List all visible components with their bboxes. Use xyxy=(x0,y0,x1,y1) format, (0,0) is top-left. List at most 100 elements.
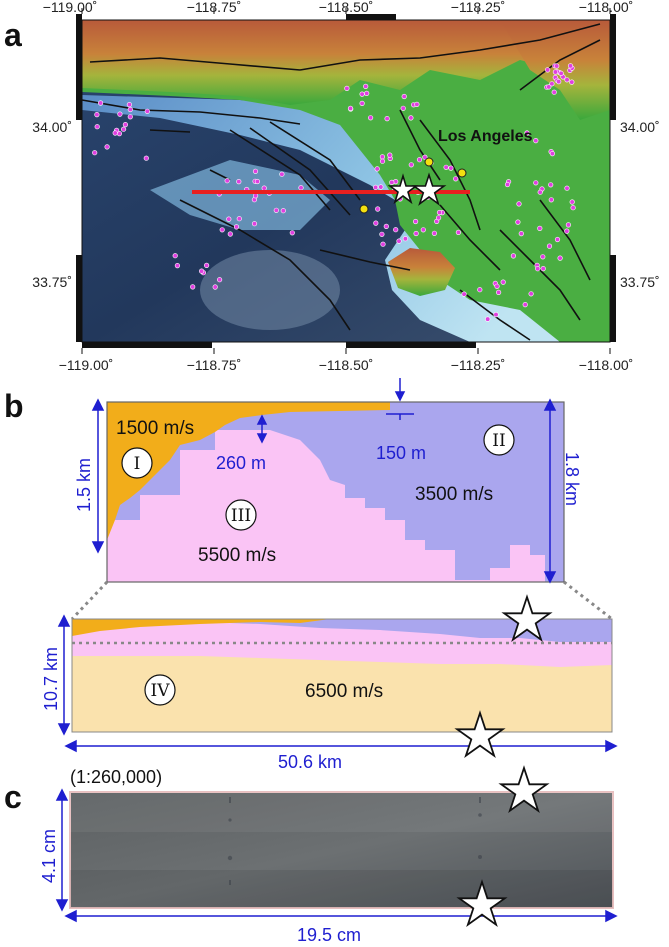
station-marker xyxy=(380,241,386,247)
tick-label: −118.75˚ xyxy=(187,0,242,15)
panel-b-letter: b xyxy=(4,388,24,424)
station-marker xyxy=(477,287,483,293)
station-marker xyxy=(401,93,407,100)
tick-label: 34.00˚ xyxy=(32,119,72,135)
station-marker xyxy=(364,90,370,96)
station-marker xyxy=(422,154,428,160)
palos-verdes-hills xyxy=(388,248,455,296)
layer-III-region xyxy=(107,430,545,582)
station-marker xyxy=(289,230,295,236)
station-marker xyxy=(533,138,539,144)
station-marker xyxy=(373,184,379,190)
tick-label: −119.00˚ xyxy=(59,357,114,373)
layer-I-marker: I xyxy=(121,447,153,479)
map-area: Los Angeles xyxy=(81,20,610,342)
station-marker xyxy=(408,115,414,121)
station-marker xyxy=(379,158,386,164)
station-marker xyxy=(431,230,438,236)
epicenter-marker xyxy=(359,204,369,214)
epicenter-marker xyxy=(457,168,467,178)
velocity-label: 1500 m/s xyxy=(116,418,194,439)
station-marker xyxy=(564,77,570,83)
right-tick-labels: 34.00˚ 33.75˚ xyxy=(620,119,660,290)
land xyxy=(82,20,610,342)
city-label: Los Angeles xyxy=(438,128,533,145)
station-marker xyxy=(212,284,218,290)
station-marker xyxy=(461,291,467,297)
tick-label: −118.00˚ xyxy=(579,0,634,15)
full-model-frame xyxy=(71,618,613,733)
station-marker xyxy=(510,253,517,259)
station-marker xyxy=(383,223,389,229)
station-marker xyxy=(548,197,554,203)
station-marker xyxy=(551,89,557,95)
station-marker xyxy=(570,205,576,211)
station-marker xyxy=(546,243,553,249)
station-marker xyxy=(273,207,279,213)
right-depth-label: 1.8 km xyxy=(562,452,582,506)
station-marker xyxy=(564,185,570,191)
station-marker xyxy=(224,178,230,184)
layer-number: III xyxy=(231,506,251,526)
layer-IV-marker: IV xyxy=(144,674,176,706)
station-marker xyxy=(453,176,459,182)
dimension-arrows-b xyxy=(57,378,618,753)
slab-surface xyxy=(69,791,614,909)
station-marker xyxy=(122,121,128,128)
station-marker xyxy=(565,222,572,228)
station-marker xyxy=(363,83,369,89)
station-marker xyxy=(408,162,414,168)
station-marker xyxy=(515,219,521,225)
station-marker xyxy=(144,108,150,114)
station-marker xyxy=(493,312,499,318)
width-label: 50.6 km xyxy=(278,752,342,772)
station-marker xyxy=(556,78,562,85)
station-marker xyxy=(127,114,133,120)
station-marker xyxy=(104,144,110,150)
fault-lines xyxy=(81,23,601,341)
tick-label: 34.00˚ xyxy=(620,119,660,135)
station-marker xyxy=(359,100,365,106)
station-marker xyxy=(92,150,98,156)
station-marker xyxy=(261,185,267,191)
layer-number: IV xyxy=(151,681,171,701)
station-marker xyxy=(420,227,426,233)
station-marker xyxy=(557,255,563,261)
station-marker xyxy=(233,224,240,230)
star-icon xyxy=(456,879,508,928)
star-icon xyxy=(454,710,506,759)
panel-c-letter: c xyxy=(4,779,22,815)
station-marker xyxy=(236,179,242,185)
layer-I-band xyxy=(72,619,330,636)
station-marker xyxy=(516,201,522,207)
station-marker xyxy=(544,67,551,73)
full-depth-label: 10.7 km xyxy=(41,647,61,711)
station-marker xyxy=(378,184,384,190)
velocity-label: 3500 m/s xyxy=(415,484,493,505)
thickness-label: 260 m xyxy=(216,453,266,473)
station-marker xyxy=(402,236,409,242)
tick-label: 33.75˚ xyxy=(32,274,72,290)
star-icon xyxy=(501,594,553,643)
station-marker xyxy=(172,253,178,259)
station-marker xyxy=(540,254,546,260)
sensor-markings xyxy=(227,797,482,885)
station-marker xyxy=(485,316,491,322)
layer-number: I xyxy=(134,454,141,474)
station-marker xyxy=(448,165,454,171)
granite-slab xyxy=(69,791,614,909)
station-marker xyxy=(414,101,420,107)
station-marker xyxy=(226,216,232,222)
tick-label: −118.50˚ xyxy=(319,357,374,373)
station-marker xyxy=(569,79,575,85)
station-marker xyxy=(279,171,285,177)
station-marker xyxy=(344,85,350,91)
station-marker xyxy=(219,227,225,233)
station-marker xyxy=(567,63,574,69)
station-marker xyxy=(379,154,386,160)
tick-label: −119.00˚ xyxy=(43,0,98,15)
station-marker xyxy=(112,130,118,136)
station-marker xyxy=(522,302,528,308)
station-marker xyxy=(94,111,100,118)
scale-label: (1:260,000) xyxy=(70,767,162,787)
